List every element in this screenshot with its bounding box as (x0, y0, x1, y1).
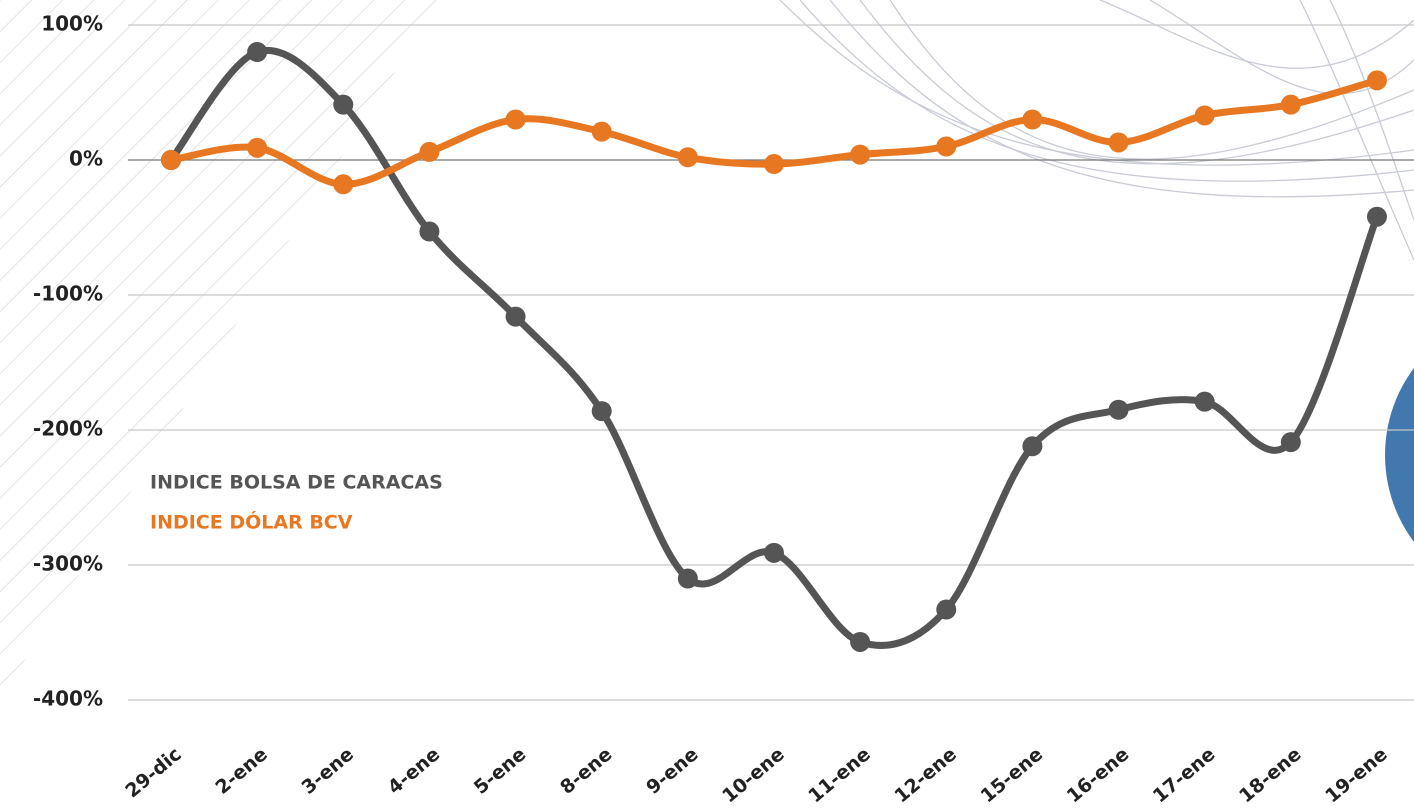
data-point (677, 568, 698, 589)
data-point (1366, 70, 1387, 91)
data-point (1280, 432, 1301, 453)
y-tick-label: -200% (33, 417, 103, 441)
data-point (1280, 94, 1301, 115)
y-tick-label: -300% (33, 552, 103, 576)
data-point (1194, 105, 1215, 126)
data-point (419, 141, 440, 162)
background-decoration (0, 0, 1414, 700)
y-tick-label: 100% (41, 12, 103, 36)
y-tick-label: 0% (69, 147, 103, 171)
data-point (763, 542, 784, 563)
data-point (1022, 436, 1043, 457)
data-point (161, 150, 181, 170)
data-point (247, 137, 268, 158)
data-point (677, 147, 698, 168)
x-tick-label: 16-ene (1063, 743, 1134, 807)
data-point (1108, 399, 1129, 420)
x-tick-label: 3-ene (298, 743, 358, 799)
data-point (505, 306, 526, 327)
x-tick-label: 5-ene (470, 743, 530, 799)
data-point (505, 109, 526, 130)
x-tick-label: 8-ene (556, 743, 616, 799)
data-point (850, 631, 871, 652)
legend-entry: INDICE BOLSA DE CARACAS (150, 472, 443, 494)
x-tick-label: 19-ene (1321, 743, 1392, 807)
data-point (1194, 391, 1215, 412)
legend-entry: INDICE DÓLAR BCV (150, 510, 353, 534)
data-point (850, 144, 871, 165)
x-tick-label: 10-ene (718, 743, 789, 807)
x-tick-label: 11-ene (804, 743, 875, 807)
y-tick-label: -400% (33, 687, 103, 711)
data-point (333, 94, 354, 115)
data-point (1108, 132, 1129, 153)
data-point (1022, 109, 1043, 130)
y-tick-label: -100% (33, 282, 103, 306)
data-point (247, 42, 268, 62)
data-point (936, 136, 957, 157)
data-point (1366, 206, 1387, 227)
data-point (419, 221, 440, 242)
data-point (763, 154, 784, 175)
x-tick-label: 15-ene (977, 743, 1048, 807)
x-tick-label: 2-ene (211, 743, 271, 799)
x-tick-label: 29-dic (121, 743, 185, 802)
data-point (936, 599, 957, 620)
data-point (591, 121, 612, 142)
data-point (333, 174, 354, 195)
x-tick-label: 9-ene (642, 743, 702, 799)
x-tick-label: 18-ene (1235, 743, 1306, 807)
x-tick-label: 4-ene (384, 743, 444, 799)
x-tick-label: 12-ene (890, 743, 961, 807)
x-tick-label: 17-ene (1149, 743, 1220, 807)
data-point (591, 401, 612, 422)
